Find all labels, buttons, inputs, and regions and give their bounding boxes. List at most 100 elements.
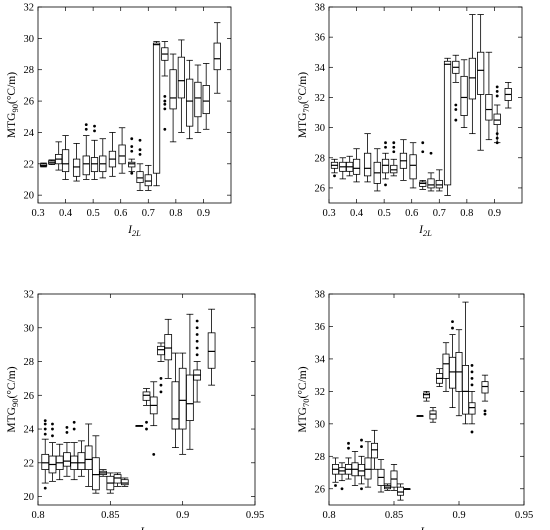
box-plot — [171, 352, 180, 449]
y-axis-label: MTG90(°C/m) — [6, 72, 20, 138]
outlier-point — [384, 145, 387, 149]
iqr-box — [409, 154, 417, 180]
box-plot — [82, 123, 90, 180]
box-plot — [504, 81, 512, 109]
box-plot — [396, 483, 405, 501]
outlier-point — [384, 183, 387, 187]
x-tick-label: 0.9 — [488, 208, 501, 219]
iqr-box — [427, 178, 435, 189]
iqr-box — [77, 452, 86, 470]
y-tick-label: 32 — [24, 3, 35, 14]
x-tick-label: 0.9 — [452, 510, 465, 521]
box-plot — [468, 14, 476, 135]
outlier-point — [51, 427, 54, 431]
box-plot — [120, 477, 129, 487]
box-plot — [403, 488, 411, 490]
box-plot — [344, 441, 353, 480]
x-tick-label: 0.9 — [176, 510, 189, 521]
box-plot — [164, 318, 173, 379]
box-plot — [339, 157, 347, 180]
iqr-box — [485, 94, 493, 121]
iqr-box — [61, 149, 70, 173]
outlier-point — [483, 409, 487, 413]
x-tick-label: 0.85 — [101, 510, 119, 521]
y-axis-label: MTG90(°C/m) — [6, 366, 20, 432]
box-plot — [108, 132, 117, 177]
y-tick-label: 34 — [315, 63, 326, 74]
y-tick-label: 28 — [24, 65, 35, 76]
box-plot — [186, 59, 194, 140]
outlier-point — [195, 326, 199, 330]
panel-4: 0.8 0.85 0.9 0.95 26 28 30 32 34 36 38 I1L MTG70(°C/… — [297, 290, 533, 530]
outlier-point — [163, 102, 167, 106]
box-plot — [55, 141, 63, 171]
iqr-box — [390, 164, 398, 174]
outlier-point — [130, 137, 134, 141]
outlier-point — [93, 129, 96, 133]
box-plot — [193, 319, 201, 403]
box-plot — [194, 64, 202, 133]
x-tick-label: 0.3 — [31, 208, 44, 219]
box-plot — [144, 164, 152, 191]
outlier-point — [392, 141, 396, 145]
iqr-box — [213, 42, 221, 71]
x-tick-label: 0.7 — [433, 208, 446, 219]
box-plot — [136, 138, 144, 191]
box-plot — [177, 39, 185, 133]
x-tick-label: 0.5 — [378, 208, 391, 219]
outlier-point — [495, 141, 499, 145]
y-tick-label: 32 — [315, 387, 326, 398]
y-tick-label: 24 — [24, 425, 35, 436]
iqr-box — [113, 474, 122, 484]
outlier-point — [159, 383, 163, 387]
y-tick-label: 38 — [315, 3, 326, 14]
panel-3: 0.8 0.85 0.9 0.95 20 22 24 26 28 30 32 I1L MTG90(°C/… — [6, 290, 264, 530]
panel-2: 0.3 0.4 0.5 0.6 0.7 0.8 0.9 26 28 30 32 34 36 38 I2L MT… — [297, 3, 523, 238]
box-plot — [161, 41, 169, 131]
outlier-point — [163, 127, 167, 131]
x-tick-label: 0.7 — [142, 208, 155, 219]
outlier-point — [495, 85, 499, 89]
box-plot — [351, 451, 359, 486]
plot-frame — [328, 293, 525, 506]
outlier-point — [421, 141, 425, 145]
box-plot — [178, 352, 187, 455]
box-plot — [422, 390, 431, 402]
outlier-point — [152, 452, 156, 456]
x-tick-label: 0.5 — [87, 208, 100, 219]
box-plot — [352, 148, 361, 183]
box-plot — [364, 441, 372, 488]
iqr-box — [435, 179, 443, 189]
outlier-point — [495, 90, 499, 93]
box-plot — [99, 138, 107, 179]
iqr-box — [92, 457, 100, 491]
outlier-point — [72, 420, 76, 424]
outlier-point — [138, 148, 142, 152]
x-tick-label: 0.8 — [322, 510, 335, 521]
box-plot — [460, 59, 468, 129]
outlier-point — [340, 487, 344, 491]
y-tick-label: 24 — [24, 128, 35, 139]
outlier-point — [470, 383, 474, 387]
iqr-box — [357, 464, 366, 477]
y-tick-label: 26 — [24, 391, 35, 402]
iqr-box — [72, 158, 81, 177]
iqr-box — [381, 158, 390, 174]
y-tick-label: 34 — [315, 354, 326, 365]
box-plot — [202, 63, 210, 130]
box-plot — [399, 139, 408, 181]
box-plot — [357, 438, 366, 491]
outlier-point — [347, 441, 350, 445]
y-tick-label: 20 — [24, 191, 35, 202]
iqr-box — [352, 158, 361, 175]
outlier-point — [43, 427, 47, 431]
y-tick-label: 22 — [24, 458, 35, 469]
outlier-point — [470, 377, 474, 380]
box-plot — [70, 420, 79, 481]
x-axis-label: I2L — [418, 224, 432, 238]
x-axis-label: I2L — [127, 224, 141, 238]
box-plot — [435, 368, 444, 387]
outlier-point — [334, 484, 337, 487]
box-plot — [363, 133, 372, 183]
outlier-point — [333, 174, 336, 178]
